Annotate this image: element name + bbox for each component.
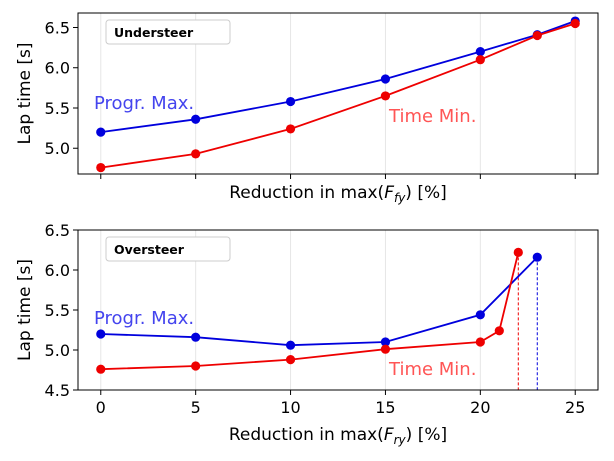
y-axis-label: Lap time [s]	[15, 259, 35, 361]
x-tick-label: 20	[470, 398, 490, 417]
data-point	[570, 18, 580, 29]
series-label: Time Min.	[388, 359, 476, 380]
data-point	[380, 337, 391, 347]
data-point	[380, 74, 391, 84]
data-point	[96, 162, 106, 173]
series-label: Progr. Max.	[94, 308, 194, 329]
legend-label: Oversteer	[114, 242, 185, 257]
data-point	[285, 340, 296, 350]
y-axis-label: Lap time [s]	[15, 42, 35, 144]
data-point	[475, 337, 485, 347]
data-point	[96, 329, 106, 339]
data-point	[532, 252, 542, 262]
y-tick-label: 5.0	[45, 341, 70, 360]
data-point	[96, 364, 106, 374]
y-tick-label: 6.0	[45, 261, 70, 280]
data-point	[285, 96, 296, 107]
y-tick-label: 6.5	[45, 221, 70, 240]
legend-box	[105, 236, 231, 262]
data-point	[191, 332, 201, 342]
x-axis-label: Reduction in max(Fry) [%]	[229, 425, 447, 447]
data-point	[475, 47, 485, 57]
x-tick-label: 15	[375, 398, 395, 417]
data-point	[191, 114, 201, 124]
x-tick-label: 5	[191, 398, 201, 417]
data-point	[532, 30, 542, 41]
data-point	[494, 326, 504, 336]
y-tick-label: 5.5	[45, 99, 70, 118]
subplot-understeer: 5.0 5.5 6.0 6.5 Understeer Progr. Max. Time Mi…	[15, 12, 599, 205]
x-tick-label: 0	[96, 398, 106, 417]
data-point	[475, 310, 485, 320]
y-tick-label: 6.0	[45, 59, 70, 78]
y-tick-label: 4.5	[45, 381, 70, 400]
series-label: Progr. Max.	[94, 93, 194, 114]
data-point	[475, 55, 485, 65]
plot-frame	[77, 12, 599, 175]
data-point	[513, 247, 523, 257]
y-tick-label: 6.5	[45, 18, 70, 37]
y-tick-label: 5.0	[45, 139, 70, 158]
x-axis-label: Reduction in max(Ffy) [%]	[229, 183, 447, 205]
data-point	[285, 355, 296, 365]
x-tick-label: 10	[280, 398, 300, 417]
data-point	[191, 149, 201, 159]
legend-label: Understeer	[114, 25, 194, 40]
data-point	[96, 127, 106, 137]
x-tick-label: 25	[565, 398, 585, 417]
y-tick-label: 5.5	[45, 301, 70, 320]
data-point	[380, 91, 391, 101]
data-point	[380, 344, 391, 354]
subplot-oversteer: 0 5 10 15 20 25 4.5 5.0 5.5 6.0 6.5 Oversteer Progr.…	[15, 221, 599, 447]
series-label: Time Min.	[388, 106, 476, 127]
data-point	[191, 361, 201, 371]
series-line	[100, 256, 538, 347]
legend-box	[105, 19, 231, 45]
data-point	[285, 124, 296, 134]
